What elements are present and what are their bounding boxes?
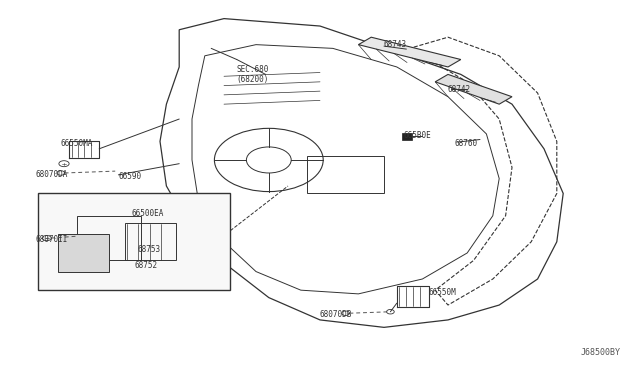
Bar	[38, 193, 230, 290]
Text: 66550MA: 66550MA	[61, 139, 93, 148]
Bar	[58, 234, 109, 272]
Text: 66550M: 66550M	[429, 288, 456, 296]
Text: 665B0E: 665B0E	[403, 131, 431, 140]
Bar	[307, 156, 384, 193]
Text: 68070DB: 68070DB	[320, 310, 353, 319]
Text: 68742: 68742	[448, 85, 471, 94]
Polygon shape	[358, 37, 461, 67]
Text: 68752: 68752	[134, 262, 157, 270]
Text: 68070DA: 68070DA	[35, 170, 68, 179]
Text: J68500BY: J68500BY	[581, 348, 621, 357]
Text: 68753: 68753	[138, 245, 161, 254]
Bar	[402, 133, 412, 140]
Text: 68743: 68743	[384, 40, 407, 49]
Text: 66590: 66590	[118, 172, 141, 181]
Text: 68760: 68760	[454, 139, 477, 148]
Bar	[77, 216, 141, 260]
Text: 68070II: 68070II	[35, 235, 68, 244]
Bar	[125, 223, 176, 260]
Text: 66500EA: 66500EA	[131, 209, 164, 218]
Text: SEC.680
(68200): SEC.680 (68200)	[237, 65, 269, 84]
Polygon shape	[435, 74, 512, 104]
